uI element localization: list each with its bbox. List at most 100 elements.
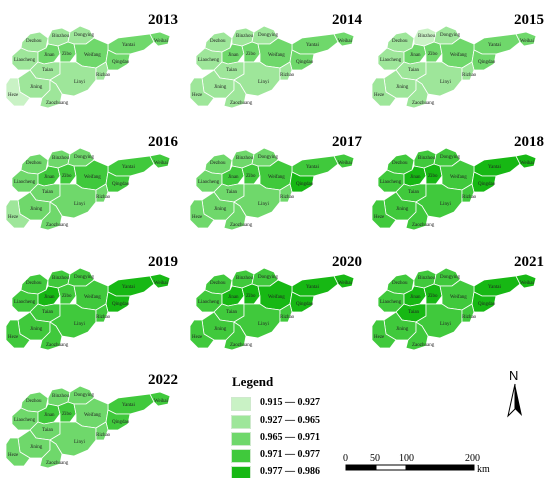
region-label: Linyi (74, 440, 85, 445)
region-label: Qingdao (112, 182, 130, 187)
year-label: 2022 (148, 372, 178, 388)
region-rizhao (95, 61, 109, 81)
region-label: Weifang (84, 175, 101, 180)
region-label: Binzhou (52, 34, 69, 39)
region-label: Jining (214, 85, 227, 90)
region-label: Liaocheng (198, 180, 220, 185)
legend: Legend 0.915 — 0.927 0.927 — 0.965 0.965… (226, 374, 336, 478)
region-label: Taian (42, 310, 54, 315)
region-label: Binzhou (52, 276, 69, 281)
region-label: Binzhou (52, 394, 69, 399)
region-rizhao (279, 303, 293, 323)
region-label: Weifang (268, 295, 285, 300)
region-label: Zaozhuang (46, 223, 69, 228)
region-label: Yantai (306, 165, 319, 170)
north-arrow-icon (507, 383, 522, 418)
region-label: Qingdao (478, 60, 496, 65)
region-weihai (515, 31, 537, 47)
region-zibo (241, 163, 261, 185)
region-label: Dezhou (26, 281, 42, 286)
region-label: Rizhao (462, 195, 477, 200)
region-label: Yantai (122, 403, 135, 408)
region-label: Dongying (258, 155, 279, 160)
region-qingdao (289, 291, 315, 313)
region-label: Weihai (520, 281, 535, 286)
region-label: Rizhao (280, 73, 295, 78)
region-label: Rizhao (96, 73, 111, 78)
region-zibo (423, 283, 443, 305)
region-label: Yantai (306, 43, 319, 48)
region-label: Liaocheng (380, 180, 402, 185)
region-zibo (57, 401, 77, 423)
region-label: Jining (30, 445, 43, 450)
region-label: Heze (192, 335, 203, 340)
region-label: Dezhou (26, 399, 42, 404)
region-qingdao (105, 291, 131, 313)
legend-label: 0.927 — 0.965 (260, 415, 320, 426)
region-label: Liaocheng (14, 180, 36, 185)
region-rizhao (279, 61, 293, 81)
region-label: Weihai (338, 39, 353, 44)
region-label: Binzhou (236, 156, 253, 161)
region-label: Weifang (84, 53, 101, 58)
province-map: Dezhou Binzhou Dongying Yantai Weihai Liaoche… (371, 25, 537, 109)
region-label: Heze (8, 453, 19, 458)
legend-label: 0.971 — 0.977 (260, 449, 320, 460)
region-label: Weifang (84, 413, 101, 418)
region-label: Rizhao (280, 195, 295, 200)
province-map: Dezhou Binzhou Dongying Yantai Weihai Liaoche… (189, 267, 355, 351)
region-label: Heze (374, 215, 385, 220)
region-qingdao (289, 49, 315, 71)
region-label: Weifang (450, 295, 467, 300)
region-label: Liaocheng (14, 300, 36, 305)
region-weihai (149, 153, 171, 169)
map-panel: Dezhou Binzhou Dongying Yantai Weihai Liaoche… (370, 134, 550, 244)
region-label: Liaocheng (380, 300, 402, 305)
region-label: Zibo (246, 52, 256, 57)
region-label: Taian (226, 68, 238, 73)
year-label: 2014 (332, 12, 362, 28)
year-label: 2015 (514, 12, 544, 28)
region-label: Qingdao (296, 182, 314, 187)
region-weihai (515, 153, 537, 169)
region-label: Dongying (258, 275, 279, 280)
region-label: Zibo (246, 294, 256, 299)
region-zibo (57, 163, 77, 185)
map-panel: Dezhou Binzhou Dongying Yantai Weihai Liaoche… (188, 134, 370, 244)
region-heze (5, 319, 31, 349)
north-arrow: N (500, 368, 530, 420)
province-map: Dezhou Binzhou Dongying Yantai Weihai Liaoche… (189, 147, 355, 231)
region-label: Rizhao (462, 73, 477, 78)
region-zaozhuang (405, 201, 429, 231)
region-label: Zibo (428, 52, 438, 57)
province-map: Dezhou Binzhou Dongying Yantai Weihai Liaoche… (5, 267, 171, 351)
region-label: Weihai (154, 399, 169, 404)
region-label: Heze (374, 93, 385, 98)
region-rizhao (461, 61, 475, 81)
region-label: Rizhao (462, 315, 477, 320)
region-label: Weihai (520, 161, 535, 166)
region-label: Dongying (74, 155, 95, 160)
region-zaozhuang (405, 79, 429, 109)
region-label: Linyi (440, 322, 451, 327)
region-weihai (333, 153, 355, 169)
region-heze (371, 77, 397, 107)
region-label: Yantai (488, 285, 501, 290)
region-label: Dezhou (26, 161, 42, 166)
province-map: Dezhou Binzhou Dongying Yantai Weihai Liaoche… (5, 25, 171, 109)
region-label: Zaozhuang (46, 101, 69, 106)
region-label: Linyi (440, 80, 451, 85)
region-label: Jining (214, 207, 227, 212)
region-label: Dongying (74, 275, 95, 280)
region-label: Yantai (488, 43, 501, 48)
region-label: Dezhou (392, 281, 408, 286)
region-label: Binzhou (418, 156, 435, 161)
region-label: Dezhou (210, 161, 226, 166)
region-label: Dezhou (210, 39, 226, 44)
region-label: Jinan (44, 53, 55, 58)
region-rizhao (95, 303, 109, 323)
region-rizhao (95, 421, 109, 441)
region-label: Qingdao (112, 60, 130, 65)
region-label: Jining (30, 207, 43, 212)
region-label: Qingdao (478, 182, 496, 187)
